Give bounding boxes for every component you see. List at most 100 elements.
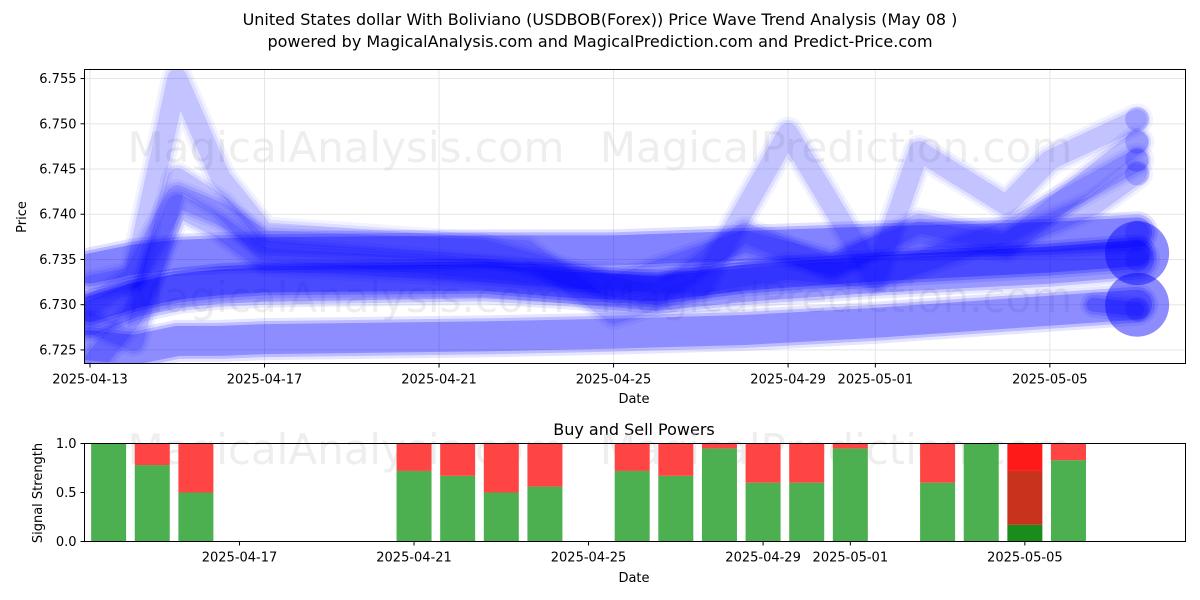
price-wave-line [84, 234, 1157, 329]
price-wave-line [84, 283, 1159, 364]
buy-power-bar [134, 465, 170, 542]
buy-power-bar [1050, 460, 1086, 542]
sell-power-bar [701, 443, 737, 449]
price-y-axis-label: Price [15, 201, 30, 233]
price-series-group [84, 69, 1170, 364]
buy-power-bar [701, 448, 737, 542]
price-wave-line [84, 69, 1148, 324]
price-grid [84, 69, 1186, 364]
price-wave-line [84, 143, 1155, 364]
figure-title: United States dollar With Boliviano (USD… [243, 10, 958, 29]
price-wave-line [1080, 291, 1151, 323]
sell-power-bar [614, 443, 650, 471]
price-wave-line [1086, 297, 1145, 317]
buy-power-bar [745, 482, 781, 542]
price-wave-endpoint [1125, 147, 1150, 172]
price-wave-line [84, 286, 1156, 364]
sell-power-bar [658, 443, 694, 476]
price-wave-endpoint [1125, 297, 1150, 322]
signal-plot-title: Buy and Sell Powers [553, 420, 715, 439]
price-wave-endpoint [1105, 221, 1170, 286]
signal-x-axis-label: Date [618, 571, 649, 586]
sell-power-bar [789, 443, 825, 483]
price-wave-line [84, 69, 1154, 330]
sell-power-bar [178, 443, 214, 493]
price-wave-line [84, 157, 1154, 357]
price-wave-endpoint [1125, 161, 1150, 186]
signal-x-tick-label: 2025-05-05 [987, 551, 1063, 566]
sell-power-bar [527, 443, 563, 487]
price-wave-line [84, 239, 1158, 339]
mixed-power-bar [1007, 470, 1043, 525]
price-x-tick-label: 2025-04-17 [227, 373, 303, 388]
price-y-tick-label: 6.745 [39, 163, 76, 178]
price-wave-line [84, 149, 1149, 364]
price-x-ticks: 2025-04-13 2025-04-17 2025-04-21 2025-04-25… [52, 363, 1088, 388]
price-x-tick-label: 2025-04-29 [750, 373, 826, 388]
signal-y-tick-label: 1.0 [56, 437, 77, 452]
price-wave-line [84, 69, 1151, 327]
signal-x-tick-label: 2025-04-29 [725, 551, 801, 566]
sell-power-bar [832, 443, 868, 449]
price-plot: MagicalAnalysis.com MagicalPrediction.co… [15, 69, 1186, 407]
price-x-tick-label: 2025-04-25 [576, 373, 652, 388]
sell-power-bar [1007, 443, 1043, 471]
buy-power-bar [920, 482, 956, 542]
price-wave-line [84, 289, 1153, 364]
buy-power-bar [440, 475, 476, 542]
price-y-tick-label: 6.725 [39, 343, 76, 358]
signal-plot: Buy and Sell Powers MagicalAnalysis.com … [31, 420, 1186, 586]
price-wave-line [84, 214, 1156, 287]
price-wave-line [84, 127, 1152, 301]
price-wave-endpoint [1125, 107, 1150, 132]
buy-power-bar [91, 443, 127, 542]
price-y-tick-label: 6.740 [39, 208, 76, 223]
price-y-tick-label: 6.755 [39, 72, 76, 87]
signal-y-axis-label: Signal Strength [31, 443, 46, 543]
price-x-tick-label: 2025-05-05 [1012, 373, 1088, 388]
price-y-tick-label: 6.735 [39, 253, 76, 268]
sell-power-bar [745, 443, 781, 483]
watermark-analysis-top: MagicalAnalysis.com [128, 123, 565, 172]
buy-power-bar [396, 470, 432, 542]
buy-power-bar [614, 470, 650, 542]
price-wave-line [84, 124, 1155, 304]
figure-subtitle: powered by MagicalAnalysis.com and Magic… [267, 32, 932, 51]
price-wave-endpoint [1105, 272, 1170, 337]
buy-power-bar [483, 492, 519, 542]
price-wave-line [84, 146, 1152, 364]
price-plot-frame [84, 69, 1186, 364]
buy-power-bar [1007, 524, 1043, 542]
buy-power-bar [963, 443, 999, 542]
price-wave-line [84, 236, 1161, 342]
price-wave-line [84, 217, 1153, 284]
signal-y-ticks: 0.0 0.5 1.0 [56, 437, 85, 550]
sell-power-bar [134, 443, 170, 466]
price-wave-line [84, 242, 1155, 336]
signal-bars [91, 443, 1086, 542]
price-wave-line [84, 211, 1159, 290]
price-wave-line [84, 163, 1148, 351]
price-y-ticks: 6.725 6.730 6.735 6.740 6.745 6.750 6.755 [39, 72, 85, 358]
sell-power-bar [396, 443, 432, 471]
price-wave-endpoint [1125, 247, 1150, 272]
price-wave-endpoint [1125, 220, 1150, 245]
price-x-axis-label: Date [618, 392, 649, 407]
watermark-prediction-top: MagicalPrediction.com [600, 123, 1073, 172]
price-x-tick-label: 2025-04-13 [52, 373, 128, 388]
price-wave-line [84, 130, 1149, 298]
price-wave-line [84, 160, 1151, 354]
buy-power-bar [789, 482, 825, 542]
buy-power-bar [658, 475, 694, 542]
buy-power-bar [832, 448, 868, 542]
signal-y-tick-label: 0.0 [56, 535, 77, 550]
price-x-tick-label: 2025-04-21 [401, 373, 477, 388]
buy-power-bar [527, 486, 563, 542]
price-wave-line [84, 237, 1154, 326]
signal-x-tick-label: 2025-04-21 [376, 551, 452, 566]
price-y-tick-label: 6.750 [39, 117, 76, 132]
price-y-tick-label: 6.730 [39, 298, 76, 313]
sell-power-bar [483, 443, 519, 493]
price-wave-endpoint [1125, 129, 1150, 154]
